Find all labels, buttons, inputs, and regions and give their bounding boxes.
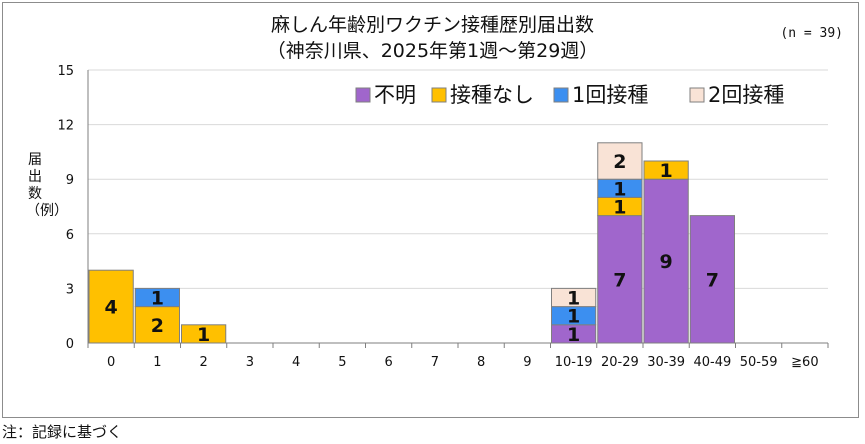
bar-segment xyxy=(689,215,735,344)
bar-segment xyxy=(597,142,643,180)
y-tick-label: 9 xyxy=(66,173,74,188)
bar-segment xyxy=(134,287,180,308)
x-tick-label: 6 xyxy=(384,355,392,370)
legend-swatch xyxy=(355,87,371,103)
bar-segment xyxy=(597,215,643,344)
bar-segment xyxy=(134,306,180,344)
bar-value-label: 7 xyxy=(613,269,626,291)
chart-title: 麻しん年齢別ワクチン接種歴別届出数 xyxy=(270,14,594,36)
legend-swatch xyxy=(431,87,447,103)
y-tick-label: 15 xyxy=(57,64,74,79)
bar-value-label: 4 xyxy=(105,297,118,319)
bar-value-label: 1 xyxy=(613,178,626,200)
y-tick-label: 0 xyxy=(66,337,74,352)
bar-value-label: 2 xyxy=(613,151,626,173)
y-tick-label: 6 xyxy=(66,228,74,243)
x-tick-label: 40-49 xyxy=(693,355,731,370)
bar-value-label: 1 xyxy=(151,288,164,310)
x-tick-label: 50-59 xyxy=(740,355,778,370)
x-tick-label: 3 xyxy=(246,355,254,370)
bar-segment xyxy=(551,287,597,308)
x-tick-label: ≧60 xyxy=(791,355,818,370)
bar-segment xyxy=(88,269,134,344)
x-tick-label: 10-19 xyxy=(555,355,593,370)
x-tick-label: 5 xyxy=(338,355,346,370)
y-tick-label: 12 xyxy=(57,119,74,134)
bar-value-label: 1 xyxy=(660,160,673,182)
chart-frame xyxy=(2,2,859,418)
bar-value-label: 1 xyxy=(567,324,580,346)
bar-segment xyxy=(643,160,689,180)
legend-swatch xyxy=(553,87,569,103)
footnote: 注：記録に基づく xyxy=(2,423,123,441)
x-tick-label: 7 xyxy=(431,355,439,370)
x-tick-label: 8 xyxy=(477,355,485,370)
y-axis-label: 届出数（例） xyxy=(26,152,68,219)
bar-value-label: 2 xyxy=(151,315,164,337)
bar-value-label: 7 xyxy=(706,269,719,291)
x-tick-label: 2 xyxy=(199,355,207,370)
x-tick-label: 9 xyxy=(523,355,531,370)
x-tick-label: 30-39 xyxy=(647,355,685,370)
bar-value-label: 1 xyxy=(567,306,580,328)
legend-label: 2回接種 xyxy=(708,83,784,107)
x-tick-label: 0 xyxy=(107,355,115,370)
y-tick-label: 3 xyxy=(66,282,74,297)
legend-swatch xyxy=(689,87,705,103)
chart-subtitle: （神奈川県、2025年第1週～第29週） xyxy=(266,40,599,62)
legend-label: 不明 xyxy=(374,83,416,107)
legend-label: 接種なし xyxy=(450,83,534,107)
x-tick-label: 20-29 xyxy=(601,355,639,370)
bar-value-label: 9 xyxy=(660,251,673,273)
legend-label: 1回接種 xyxy=(572,83,648,107)
x-tick-label: 4 xyxy=(292,355,300,370)
bar-value-label: 1 xyxy=(197,324,210,346)
bar-value-label: 1 xyxy=(567,288,580,310)
bar-value-label: 1 xyxy=(613,197,626,219)
x-tick-label: 1 xyxy=(153,355,161,370)
sample-count: (n = 39) xyxy=(780,26,843,41)
